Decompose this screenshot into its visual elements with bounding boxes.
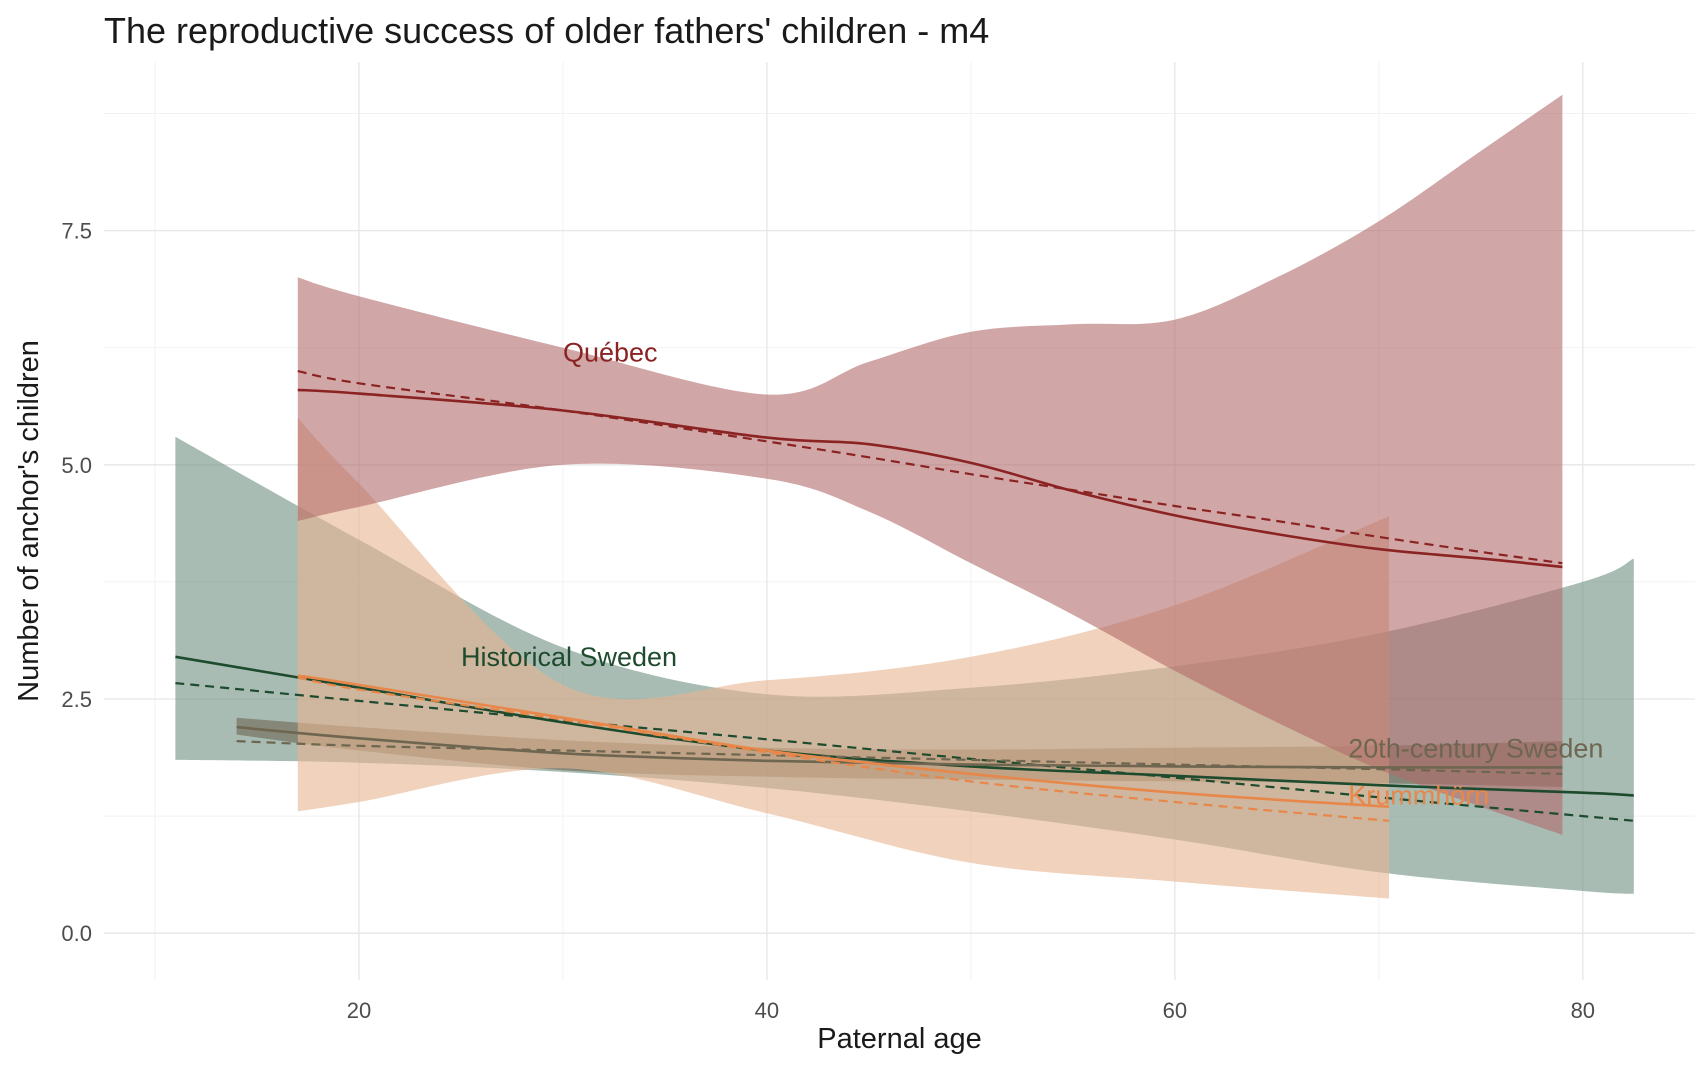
linear-line-quebec [297,370,1563,565]
series-label-quebec: Québec [563,337,658,367]
x-tick-label: 80 [1571,998,1595,1023]
x-axis-title: Paternal age [817,1023,981,1055]
series-lines [175,370,1634,822]
chart-title: The reproductive success of older father… [104,10,990,51]
x-tick-label: 20 [347,998,371,1023]
y-axis-title: Number of anchor's children [13,340,45,702]
y-tick-label: 5.0 [61,453,92,478]
series-labels: Historical Sweden 20th-century Sweden Krum… [461,337,1603,810]
linear-line-20th-century-sweden [236,740,1563,775]
band-krummhorn [297,418,1389,899]
fit-line-krummhorn [297,674,1390,808]
tick-labels: 20 40 60 80 0.0 2.5 5.0 7.5 [61,219,1595,1023]
series-label-krummhorn: Krummhörn [1348,780,1489,810]
series-label-20th-century-sweden: 20th-century Sweden [1348,734,1603,764]
y-tick-label: 0.0 [61,921,92,946]
linear-line-krummhorn [297,676,1390,822]
confidence-bands [175,94,1634,899]
linear-line-historical-sweden [175,682,1634,822]
series-label-historical-sweden: Historical Sweden [461,642,677,672]
y-tick-label: 7.5 [61,219,92,244]
x-tick-label: 60 [1163,998,1187,1023]
x-tick-label: 40 [755,998,779,1023]
y-tick-label: 2.5 [61,687,92,712]
band-quebec [297,94,1563,835]
